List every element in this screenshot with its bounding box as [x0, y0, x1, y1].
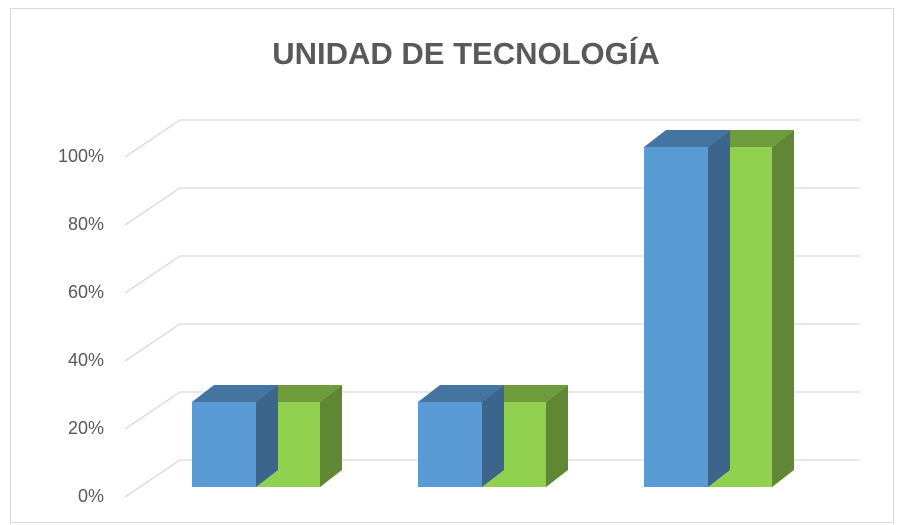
bar	[192, 402, 256, 487]
y-tick-label: 20%	[68, 418, 104, 438]
y-tick-label: 0%	[78, 486, 104, 506]
bar-top	[644, 130, 730, 147]
bar-top	[192, 385, 278, 402]
grid-line	[124, 255, 860, 294]
bar-side	[708, 130, 730, 487]
grid-line	[124, 323, 860, 362]
y-tick-label: 100%	[58, 146, 104, 166]
grid-line	[124, 459, 860, 498]
grid-line	[124, 119, 860, 158]
y-tick-label: 80%	[68, 214, 104, 234]
bar-side	[482, 385, 504, 487]
bar-side	[320, 385, 342, 487]
bar-top	[418, 385, 504, 402]
grid-line	[124, 187, 860, 226]
bar-side	[256, 385, 278, 487]
grid-line	[124, 391, 860, 430]
bar-side	[772, 130, 794, 487]
bar	[418, 402, 482, 487]
y-tick-label: 40%	[68, 350, 104, 370]
bar	[644, 147, 708, 487]
bar-side	[546, 385, 568, 487]
chart-title: UNIDAD DE TECNOLOGÍA	[272, 36, 660, 71]
y-tick-label: 60%	[68, 282, 104, 302]
